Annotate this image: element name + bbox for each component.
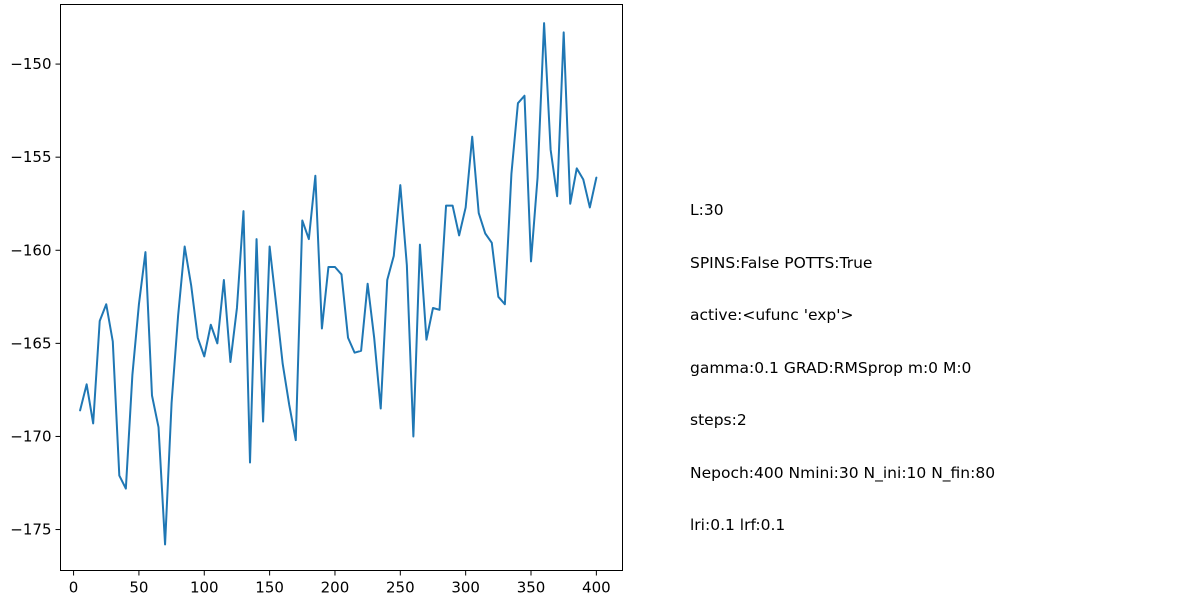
series-group	[79, 22, 598, 546]
y-tick-label: −155	[10, 148, 51, 166]
y-tick-label: −170	[10, 427, 51, 445]
x-tick-label: 400	[582, 579, 611, 597]
x-tick-label: 50	[129, 579, 148, 597]
info-line-activation: active:<ufunc 'exp'>	[690, 306, 854, 324]
run-parameters-text: L:30 SPINS:False POTTS:True active:<ufun…	[690, 167, 995, 552]
plot-area-frame	[60, 4, 623, 571]
y-tick-label: −150	[10, 55, 51, 73]
info-line-steps: steps:2	[690, 411, 747, 429]
info-line-epochs: Nepoch:400 Nmini:30 N_ini:10 N_fin:80	[690, 463, 996, 482]
x-tick-label: 200	[321, 579, 350, 597]
info-line-optimizer: gamma:0.1 GRAD:RMSprop m:0 M:0	[690, 358, 972, 377]
x-axis-ticks: 0 50 100 150 200 250 300 350 400	[69, 570, 611, 597]
y-tick-label: −175	[10, 521, 51, 539]
x-tick-label: 300	[451, 579, 480, 597]
x-tick-label: 0	[69, 579, 79, 597]
x-tick-label: 350	[517, 579, 546, 597]
x-tick-label: 150	[255, 579, 284, 597]
info-line-learning-rates: lri:0.1 lrf:0.1	[690, 516, 786, 534]
y-axis-ticks: −150 −155 −160 −165 −170 −175	[10, 55, 61, 539]
x-tick-label: 250	[386, 579, 415, 597]
y-tick-label: −160	[10, 241, 51, 259]
y-tick-label: −165	[10, 334, 51, 352]
series-line	[79, 22, 598, 546]
info-line-length: L:30	[690, 201, 724, 219]
x-tick-label: 100	[190, 579, 219, 597]
info-line-spins: SPINS:False POTTS:True	[690, 253, 873, 272]
